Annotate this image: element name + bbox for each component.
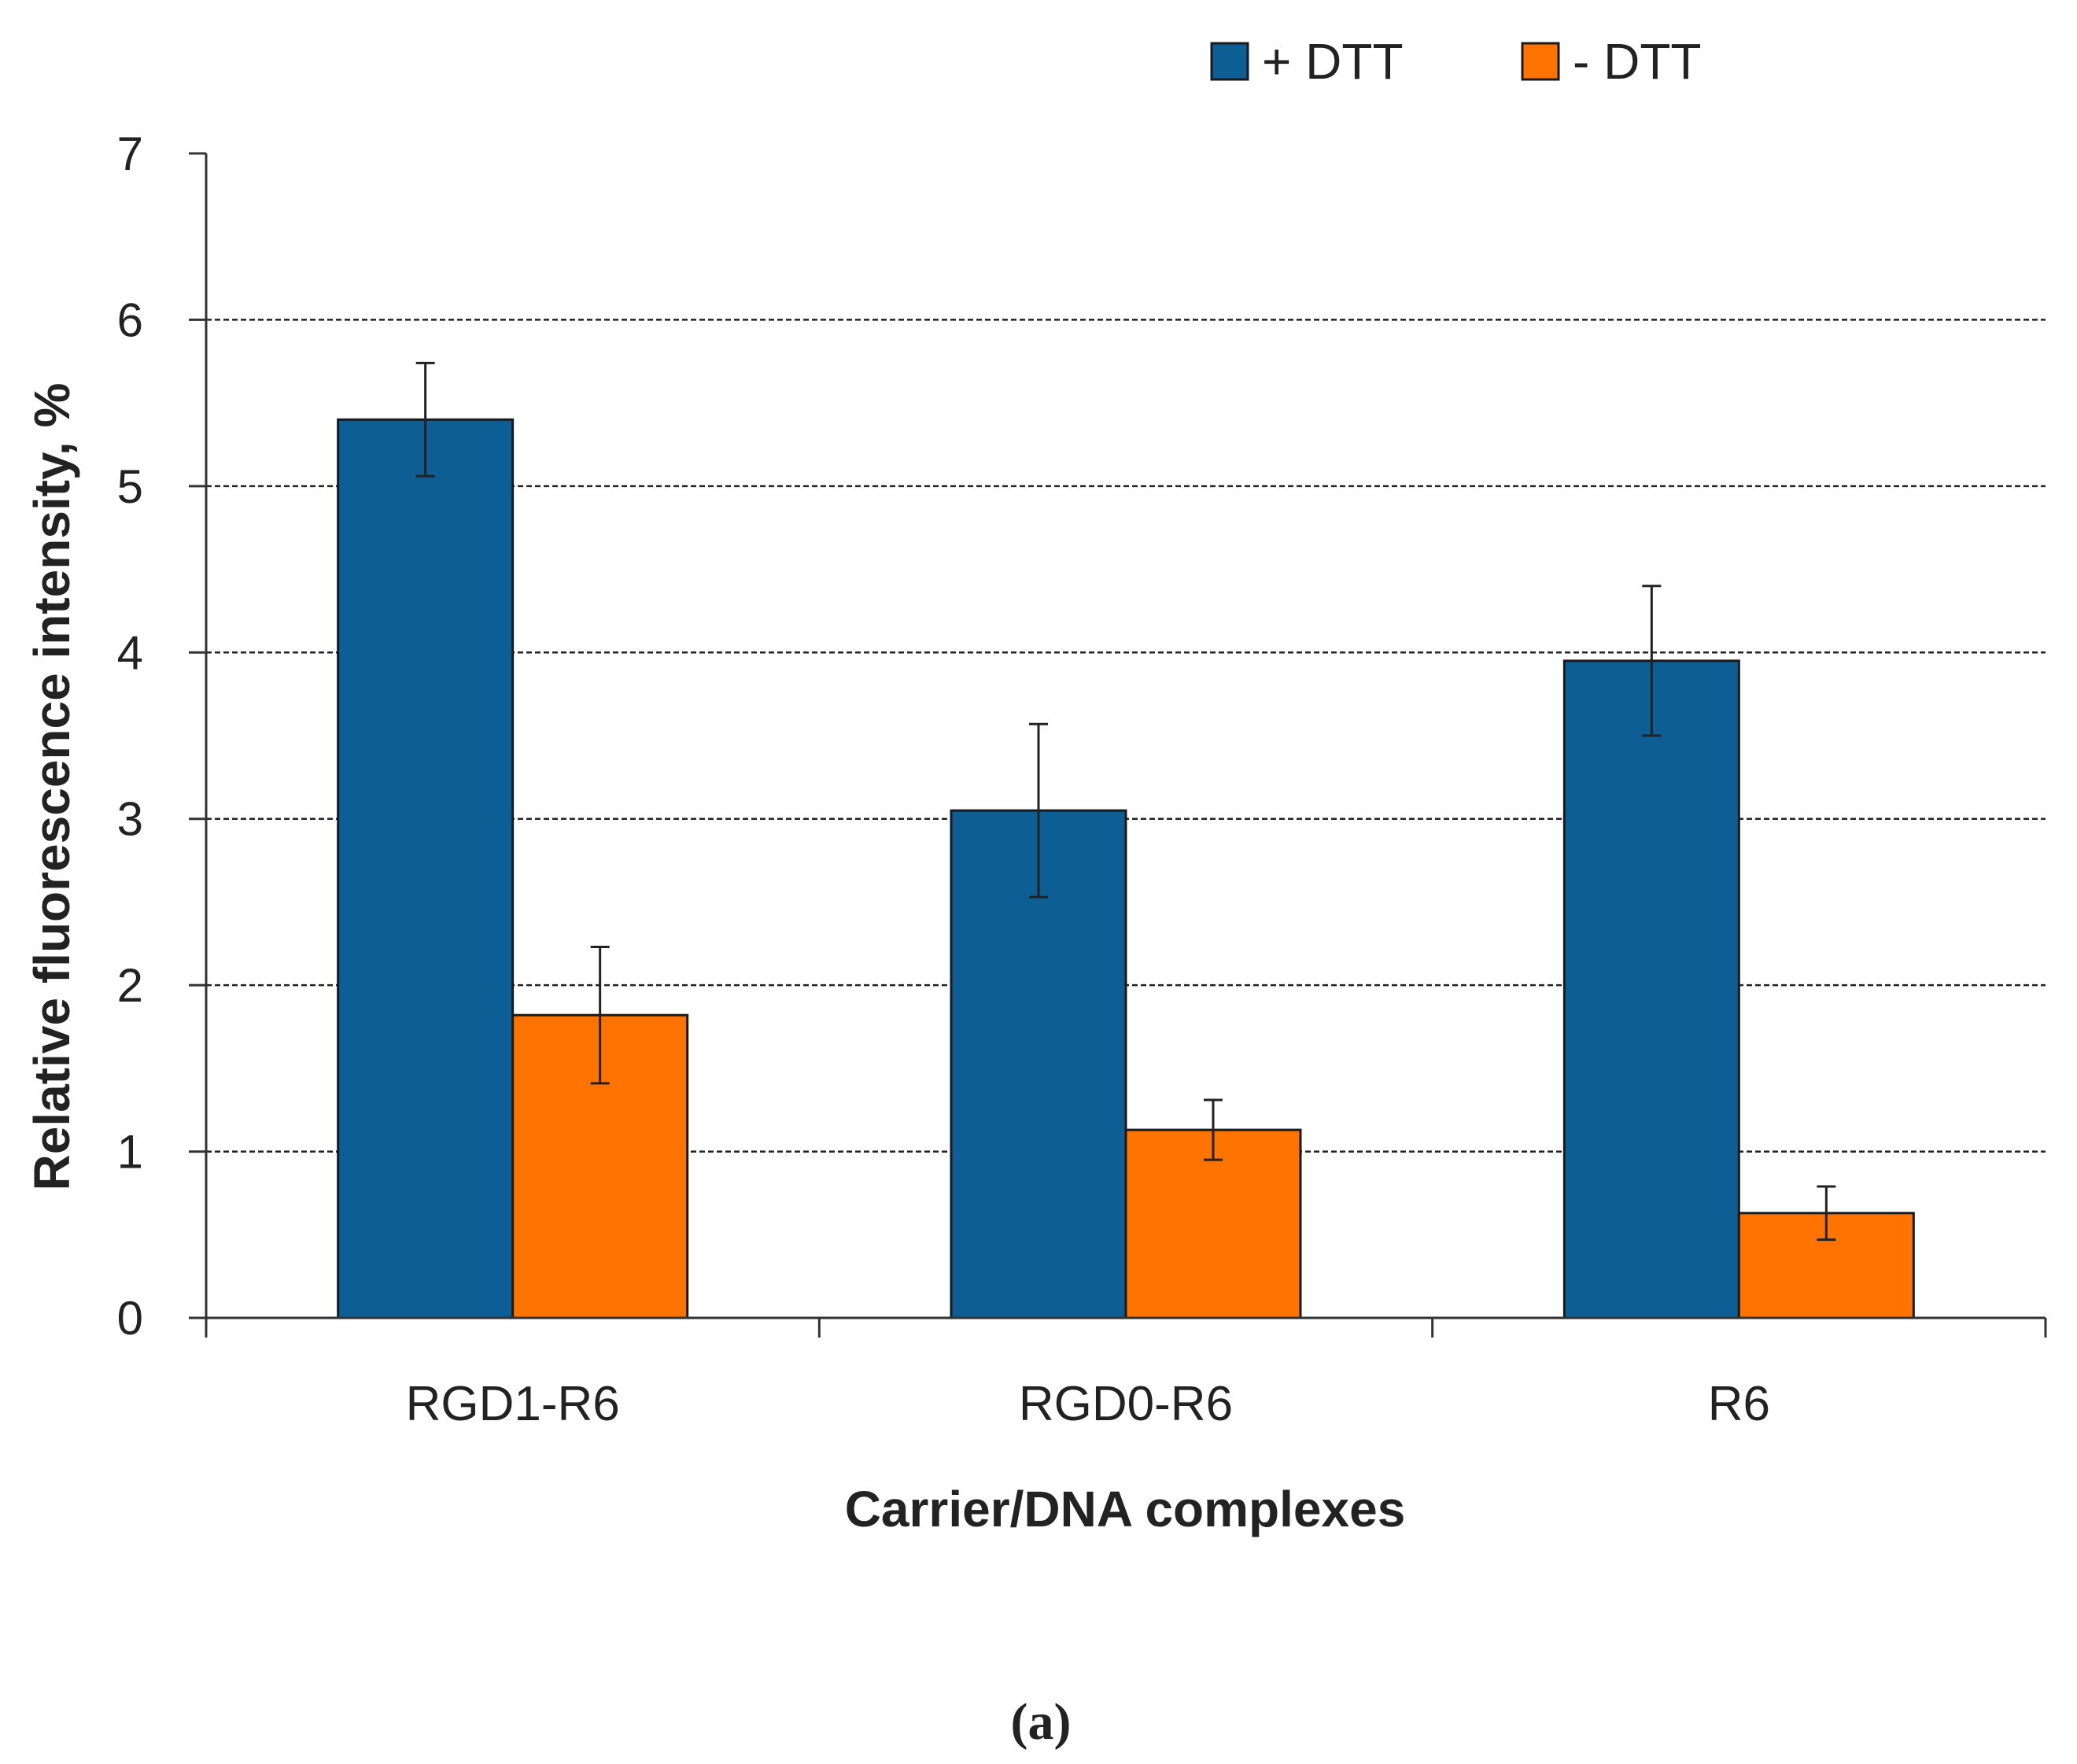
y-ticks: 0 1 2 3 4 5 6 7: [117, 127, 206, 1345]
y-axis-title: Relative fluorescence intensity, %: [24, 383, 80, 1191]
y-tick-label: 1: [117, 1126, 143, 1179]
bars: [337, 418, 1915, 1319]
x-axis-title: Carrier/DNA complexes: [845, 1481, 1406, 1537]
legend-swatch: [1521, 42, 1560, 81]
x-ticks: RGD1-R6 RGD0-R6 R6: [205, 1318, 2047, 1431]
legend-label: - DTT: [1573, 33, 1702, 90]
x-tick-label: RGD1-R6: [406, 1377, 620, 1431]
bar: [1124, 1128, 1302, 1319]
x-tick-label: R6: [1708, 1377, 1770, 1431]
y-tick-label: 2: [117, 959, 143, 1012]
legend-label: + DTT: [1262, 33, 1404, 90]
y-tick-label: 7: [117, 127, 143, 180]
bar: [1562, 659, 1740, 1319]
panel-label: (a): [1011, 1693, 1072, 1751]
x-tick-label: RGD0-R6: [1019, 1377, 1233, 1431]
y-tick-label: 6: [117, 293, 143, 346]
axes: [205, 153, 2046, 1319]
y-tick-label: 0: [117, 1292, 143, 1345]
legend-swatch: [1210, 42, 1249, 81]
bar: [337, 418, 515, 1319]
error-bars: [415, 361, 1836, 1242]
legend: + DTT - DTT: [1210, 33, 1702, 90]
y-tick-label: 5: [117, 460, 143, 513]
y-tick-label: 3: [117, 793, 143, 846]
y-tick-label: 4: [117, 626, 143, 679]
